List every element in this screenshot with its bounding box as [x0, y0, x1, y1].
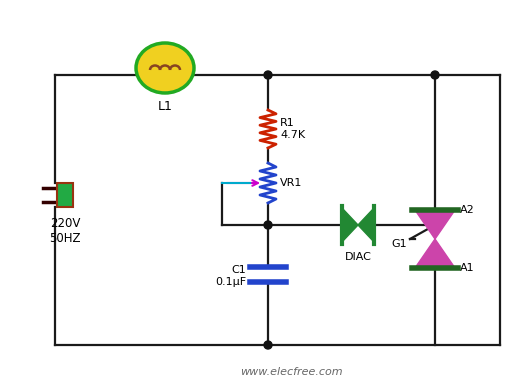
Text: C1
0.1μF: C1 0.1μF [215, 265, 246, 287]
Polygon shape [342, 208, 358, 242]
Text: G1: G1 [391, 239, 407, 249]
Text: A2: A2 [460, 205, 475, 215]
Circle shape [264, 71, 272, 79]
Polygon shape [415, 210, 455, 239]
Circle shape [264, 341, 272, 349]
Text: R1
4.7K: R1 4.7K [280, 118, 305, 140]
Text: 220V
50HZ: 220V 50HZ [49, 217, 81, 245]
Polygon shape [415, 239, 455, 268]
Text: DIAC: DIAC [345, 252, 371, 262]
Text: VR1: VR1 [280, 178, 302, 188]
Bar [57, 183, 73, 207]
Text: A1: A1 [460, 263, 475, 273]
Circle shape [264, 221, 272, 229]
Circle shape [431, 71, 439, 79]
Text: www.elecfree.com: www.elecfree.com [240, 367, 343, 377]
Polygon shape [358, 208, 374, 242]
Ellipse shape [136, 43, 194, 93]
Text: L1: L1 [157, 100, 173, 113]
